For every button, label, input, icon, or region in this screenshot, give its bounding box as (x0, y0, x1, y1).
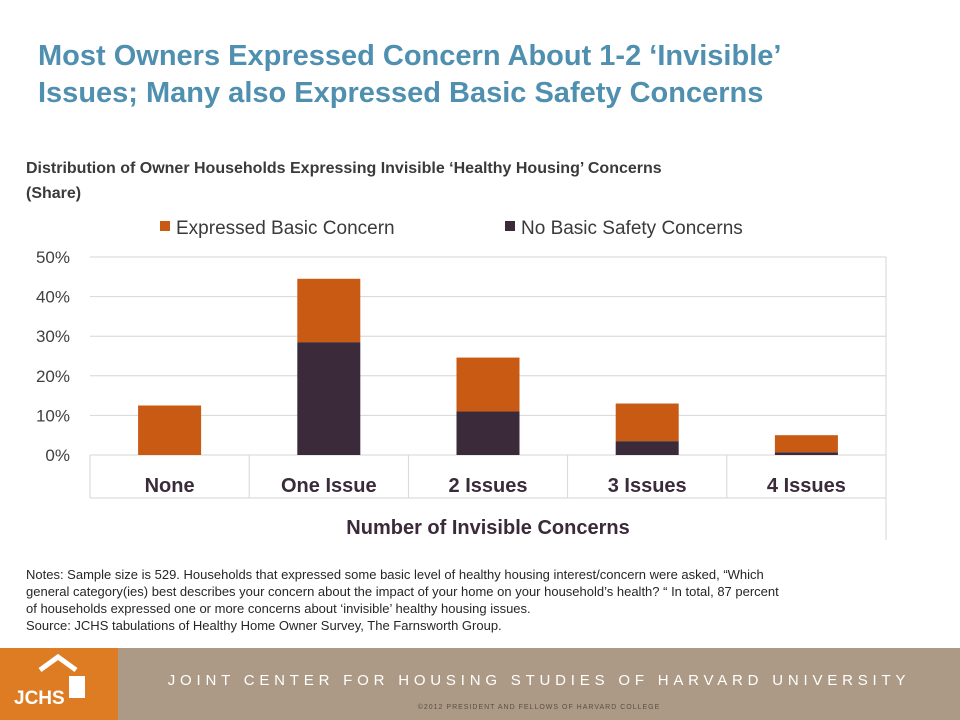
roof-icon (38, 653, 78, 673)
bar-segment (774, 435, 838, 453)
subtitle-line-1: Distribution of Owner Households Express… (26, 160, 662, 177)
chart-notes: Notes: Sample size is 529. Households th… (26, 566, 956, 634)
bar-segment (774, 452, 838, 455)
legend-swatch (160, 221, 170, 231)
chimney-block-icon (69, 676, 85, 698)
x-tick-label: 3 Issues (608, 475, 687, 497)
legend-label: No Basic Safety Concerns (521, 218, 743, 239)
page-title: Most Owners Expressed Concern About 1-2 … (38, 38, 938, 112)
y-tick-label: 40% (36, 288, 70, 307)
copyright-text: ©2012 PRESIDENT AND FELLOWS OF HARVARD C… (417, 704, 661, 711)
title-line-2: Issues; Many also Expressed Basic Safety… (38, 77, 764, 109)
y-tick-label: 10% (36, 406, 70, 425)
bar-segment (456, 411, 520, 455)
subtitle-line-2: (Share) (26, 185, 82, 202)
notes-source: Source: JCHS tabulations of Healthy Home… (26, 618, 502, 633)
y-tick-label: 0% (45, 446, 70, 465)
x-axis-title: Number of Invisible Concerns (346, 517, 629, 539)
jchs-logo: JCHS (0, 648, 118, 720)
notes-line-1: Notes: Sample size is 529. Households th… (26, 567, 764, 582)
y-tick-label: 30% (36, 327, 70, 346)
notes-line-3: of households expressed one or more conc… (26, 601, 531, 616)
stacked-bar-chart: 0% 10% 20% 30% 40% 50% None One Issue 2 Issues 3 … (36, 218, 887, 540)
legend-label: Expressed Basic Concern (176, 218, 395, 239)
bar-segment (615, 441, 679, 455)
bar-segment (138, 405, 202, 455)
notes-line-2: general category(ies) best describes you… (26, 584, 779, 599)
x-tick-label: 2 Issues (449, 475, 528, 497)
legend-swatch (505, 221, 515, 231)
chart-subtitle: Distribution of Owner Households Express… (26, 156, 906, 206)
x-tick-label: One Issue (281, 475, 377, 497)
logo-text: JCHS (14, 688, 65, 709)
x-tick-label: 4 Issues (767, 475, 846, 497)
bar-segment (456, 357, 520, 412)
bar-segment (615, 403, 679, 442)
y-tick-label: 50% (36, 248, 70, 267)
organization-name: JOINT CENTER FOR HOUSING STUDIES OF HARV… (167, 672, 911, 689)
house-logo-icon: JCHS (14, 653, 85, 709)
title-line-1: Most Owners Expressed Concern About 1-2 … (38, 40, 782, 72)
bar-segment (297, 342, 361, 455)
bar-segment (297, 278, 361, 343)
footer-bar: JCHS JOINT CENTER FOR HOUSING STUDIES OF… (0, 648, 960, 720)
x-tick-label: None (145, 475, 195, 497)
y-tick-label: 20% (36, 367, 70, 386)
